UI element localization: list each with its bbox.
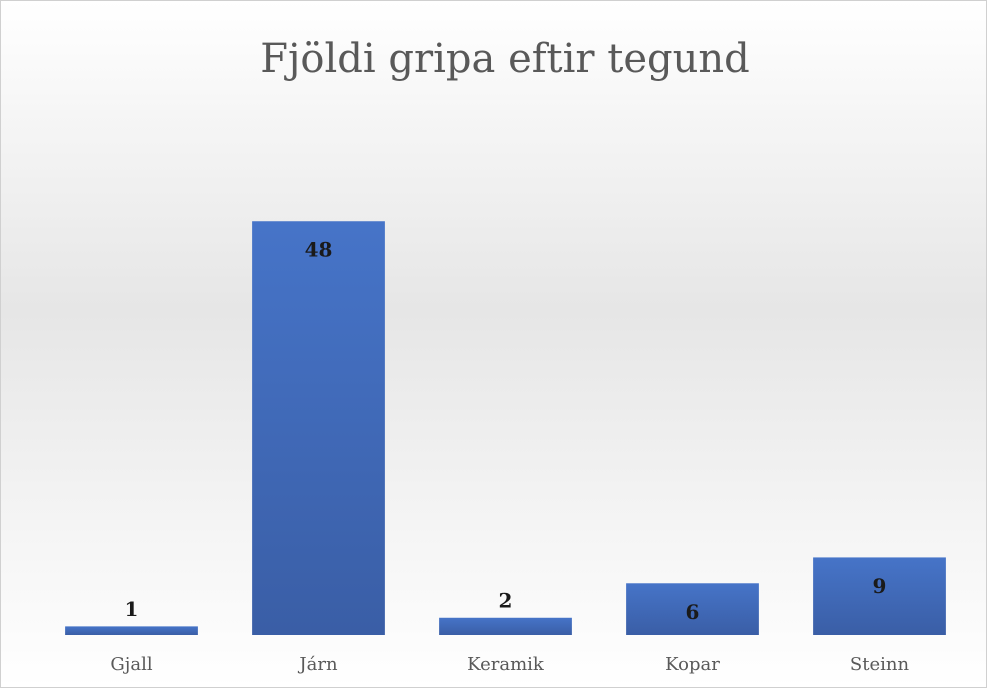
bar bbox=[439, 617, 572, 635]
data-label: 48 bbox=[305, 238, 333, 262]
chart-title: Fjöldi gripa eftir tegund bbox=[260, 36, 750, 82]
x-tick-label: Gjall bbox=[110, 654, 152, 675]
x-tick-label: Keramik bbox=[467, 654, 545, 675]
bar bbox=[813, 557, 946, 635]
bar bbox=[626, 583, 759, 635]
bar bbox=[65, 626, 198, 635]
x-tick-label: Steinn bbox=[850, 654, 910, 675]
x-tick-label: Járn bbox=[297, 654, 338, 675]
data-label: 9 bbox=[873, 574, 887, 598]
data-label: 2 bbox=[499, 588, 513, 612]
data-label: 6 bbox=[686, 600, 700, 624]
data-label: 1 bbox=[125, 597, 139, 621]
x-tick-label: Kopar bbox=[665, 654, 720, 675]
bar bbox=[252, 221, 385, 636]
